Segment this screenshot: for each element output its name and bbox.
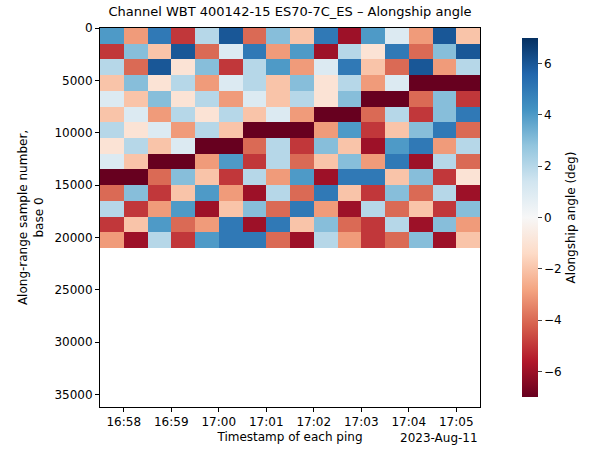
svg-text:17:03: 17:03 (344, 415, 379, 429)
svg-text:4: 4 (544, 108, 552, 122)
svg-text:17:02: 17:02 (296, 415, 331, 429)
svg-text:2023-Aug-11: 2023-Aug-11 (400, 431, 478, 445)
svg-text:16:58: 16:58 (106, 415, 141, 429)
svg-text:16:59: 16:59 (154, 415, 189, 429)
svg-text:−6: −6 (544, 365, 562, 379)
svg-text:−2: −2 (544, 262, 562, 276)
svg-text:6: 6 (544, 57, 552, 71)
svg-text:Channel WBT 400142-15 ES70-7C_: Channel WBT 400142-15 ES70-7C_ES – Along… (108, 4, 471, 19)
svg-text:17:00: 17:00 (201, 415, 236, 429)
svg-text:−4: −4 (544, 313, 562, 327)
svg-text:0: 0 (85, 21, 93, 35)
svg-text:5000: 5000 (62, 74, 93, 88)
svg-text:30000: 30000 (54, 335, 92, 349)
svg-text:20000: 20000 (54, 231, 92, 245)
svg-text:17:04: 17:04 (391, 415, 426, 429)
svg-text:Timestamp of each ping: Timestamp of each ping (216, 430, 362, 444)
svg-text:Along-range sample number,base: Along-range sample number,base 0 (16, 130, 46, 305)
svg-text:35000: 35000 (54, 388, 92, 402)
svg-text:17:01: 17:01 (249, 415, 284, 429)
svg-text:10000: 10000 (54, 126, 92, 140)
svg-text:25000: 25000 (54, 283, 92, 297)
svg-text:17:05: 17:05 (439, 415, 474, 429)
svg-text:Alongship angle (deg): Alongship angle (deg) (564, 152, 578, 284)
svg-text:2: 2 (544, 159, 552, 173)
svg-text:15000: 15000 (54, 178, 92, 192)
svg-text:0: 0 (544, 211, 552, 225)
